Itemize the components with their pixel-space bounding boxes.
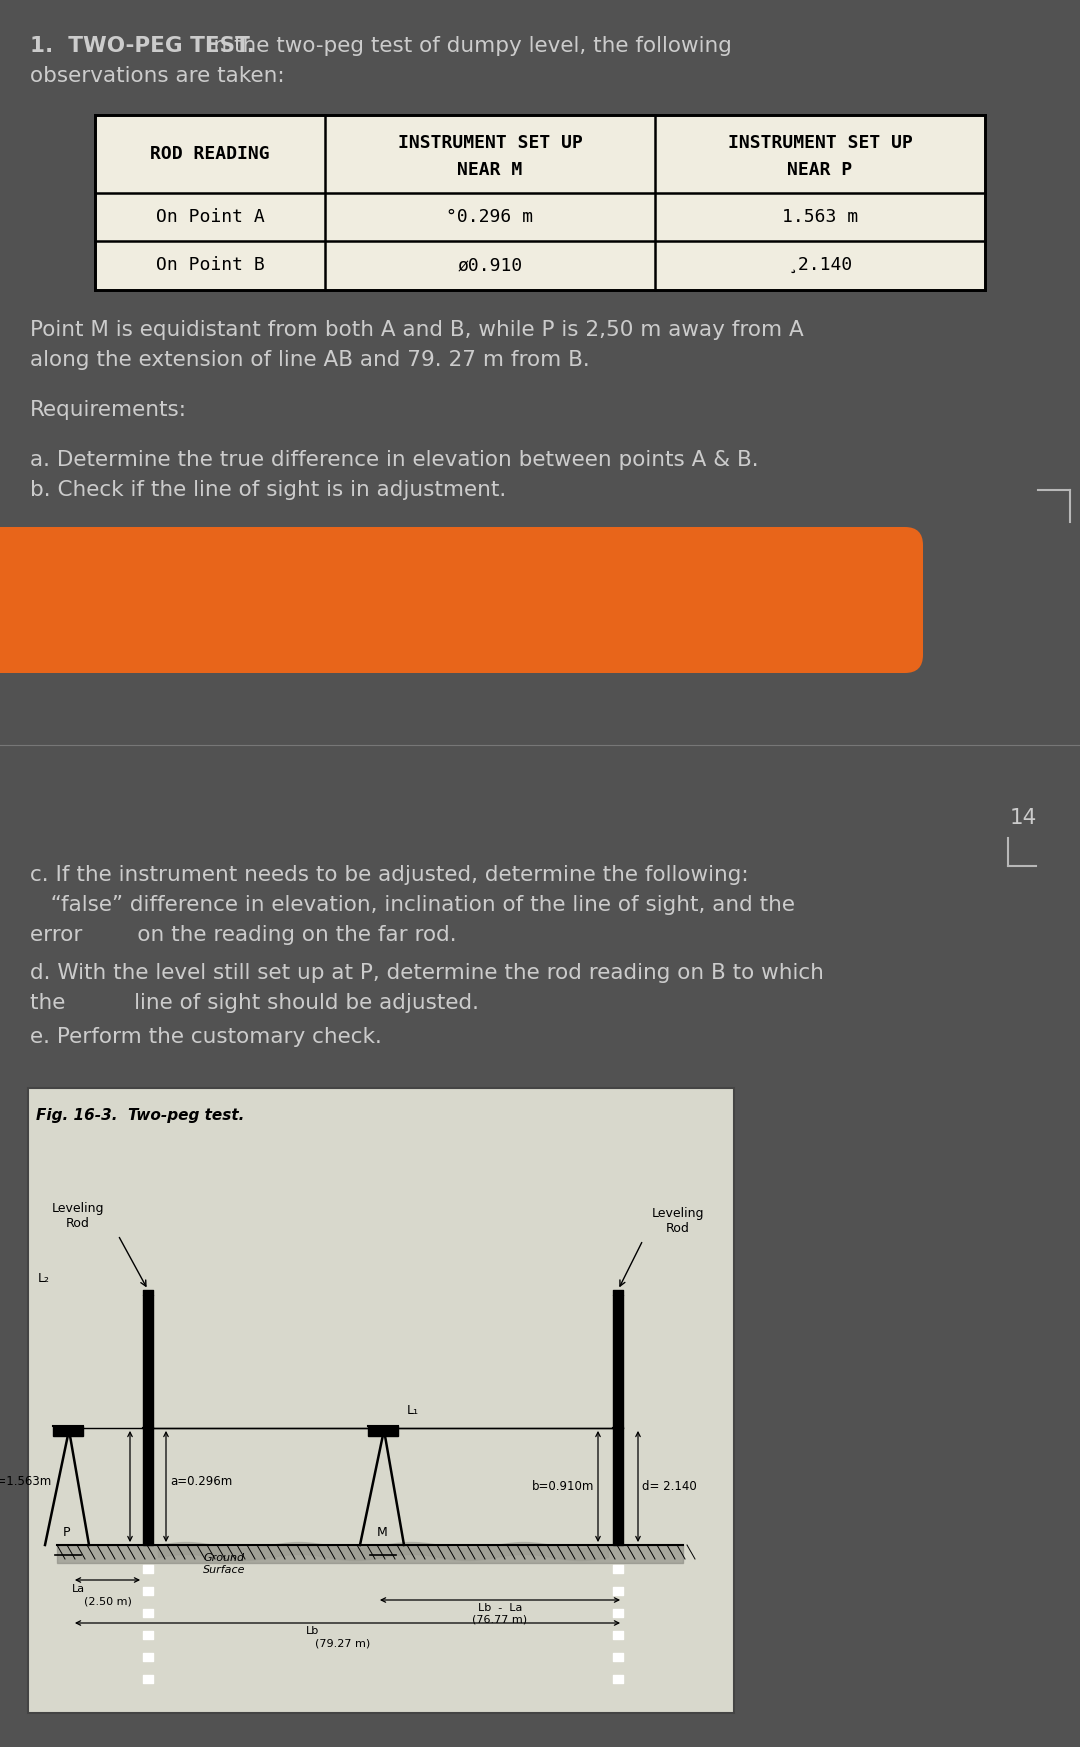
Text: Leveling
Rod: Leveling Rod [651, 1207, 704, 1235]
Text: a=0.296m: a=0.296m [170, 1474, 232, 1488]
Text: the          line of sight should be adjusted.: the line of sight should be adjusted. [30, 992, 480, 1013]
Text: M: M [377, 1525, 388, 1539]
Text: 14: 14 [1010, 809, 1038, 828]
Text: Leveling
Rod: Leveling Rod [52, 1202, 105, 1230]
Text: c=1.563m: c=1.563m [0, 1474, 52, 1488]
Text: INSTRUMENT SET UP: INSTRUMENT SET UP [397, 135, 582, 152]
Text: A: A [144, 1525, 152, 1539]
Text: L₁: L₁ [407, 1403, 419, 1417]
Bar [28, 1088, 734, 1714]
Text: °0.296 m: °0.296 m [446, 208, 534, 225]
Text: “false” difference in elevation, inclination of the line of sight, and the: “false” difference in elevation, inclina… [30, 894, 795, 915]
Text: d. With the level still set up at P, determine the rod reading on B to which: d. With the level still set up at P, det… [30, 963, 824, 984]
Text: b. Check if the line of sight is in adjustment.: b. Check if the line of sight is in adju… [30, 480, 507, 500]
Text: Requirements:: Requirements: [30, 400, 187, 419]
FancyBboxPatch shape [0, 528, 923, 673]
Text: ø0.910: ø0.910 [457, 257, 523, 274]
Text: error        on the reading on the far rod.: error on the reading on the far rod. [30, 924, 457, 945]
Bar [368, 1426, 399, 1436]
Text: c. If the instrument needs to be adjusted, determine the following:: c. If the instrument needs to be adjuste… [30, 865, 748, 886]
Text: On Point A: On Point A [156, 208, 265, 225]
Text: along the extension of line AB and 79. 27 m from B.: along the extension of line AB and 79. 2… [30, 349, 590, 370]
Text: Ground
Surface: Ground Surface [203, 1553, 245, 1574]
Text: (76.77 m): (76.77 m) [472, 1614, 527, 1625]
Text: 1.563 m: 1.563 m [782, 208, 859, 225]
Text: NEAR P: NEAR P [787, 161, 852, 178]
Text: ROD READING: ROD READING [150, 145, 270, 162]
Text: NEAR M: NEAR M [457, 161, 523, 178]
Text: Point M is equidistant from both A and B, while P is 2,50 m away from A: Point M is equidistant from both A and B… [30, 320, 804, 341]
Text: ¸2.140: ¸2.140 [787, 257, 852, 274]
Bar [53, 1426, 83, 1436]
Text: (79.27 m): (79.27 m) [315, 1639, 370, 1647]
Text: Fig. 16-3.  Two-peg test.: Fig. 16-3. Two-peg test. [36, 1108, 244, 1123]
Text: Lb: Lb [306, 1626, 319, 1635]
Bar [95, 115, 985, 290]
Text: b=0.910m: b=0.910m [531, 1480, 594, 1494]
Text: INSTRUMENT SET UP: INSTRUMENT SET UP [728, 135, 913, 152]
Text: L₂: L₂ [38, 1272, 50, 1284]
Text: a. Determine the true difference in elevation between points A & B.: a. Determine the true difference in elev… [30, 451, 758, 470]
Text: (2.50 m): (2.50 m) [83, 1597, 132, 1605]
Text: In the two-peg test of dumpy level, the following: In the two-peg test of dumpy level, the … [207, 37, 732, 56]
Text: On Point B: On Point B [156, 257, 265, 274]
Text: B: B [613, 1525, 622, 1539]
Text: e. Perform the customary check.: e. Perform the customary check. [30, 1027, 382, 1046]
Text: La: La [72, 1585, 85, 1593]
Text: observations are taken:: observations are taken: [30, 66, 285, 86]
Text: d= 2.140: d= 2.140 [642, 1480, 697, 1494]
Text: 1.  TWO-PEG TEST.: 1. TWO-PEG TEST. [30, 37, 255, 56]
Text: P: P [64, 1525, 71, 1539]
Text: Lb  -  La: Lb - La [477, 1604, 523, 1612]
